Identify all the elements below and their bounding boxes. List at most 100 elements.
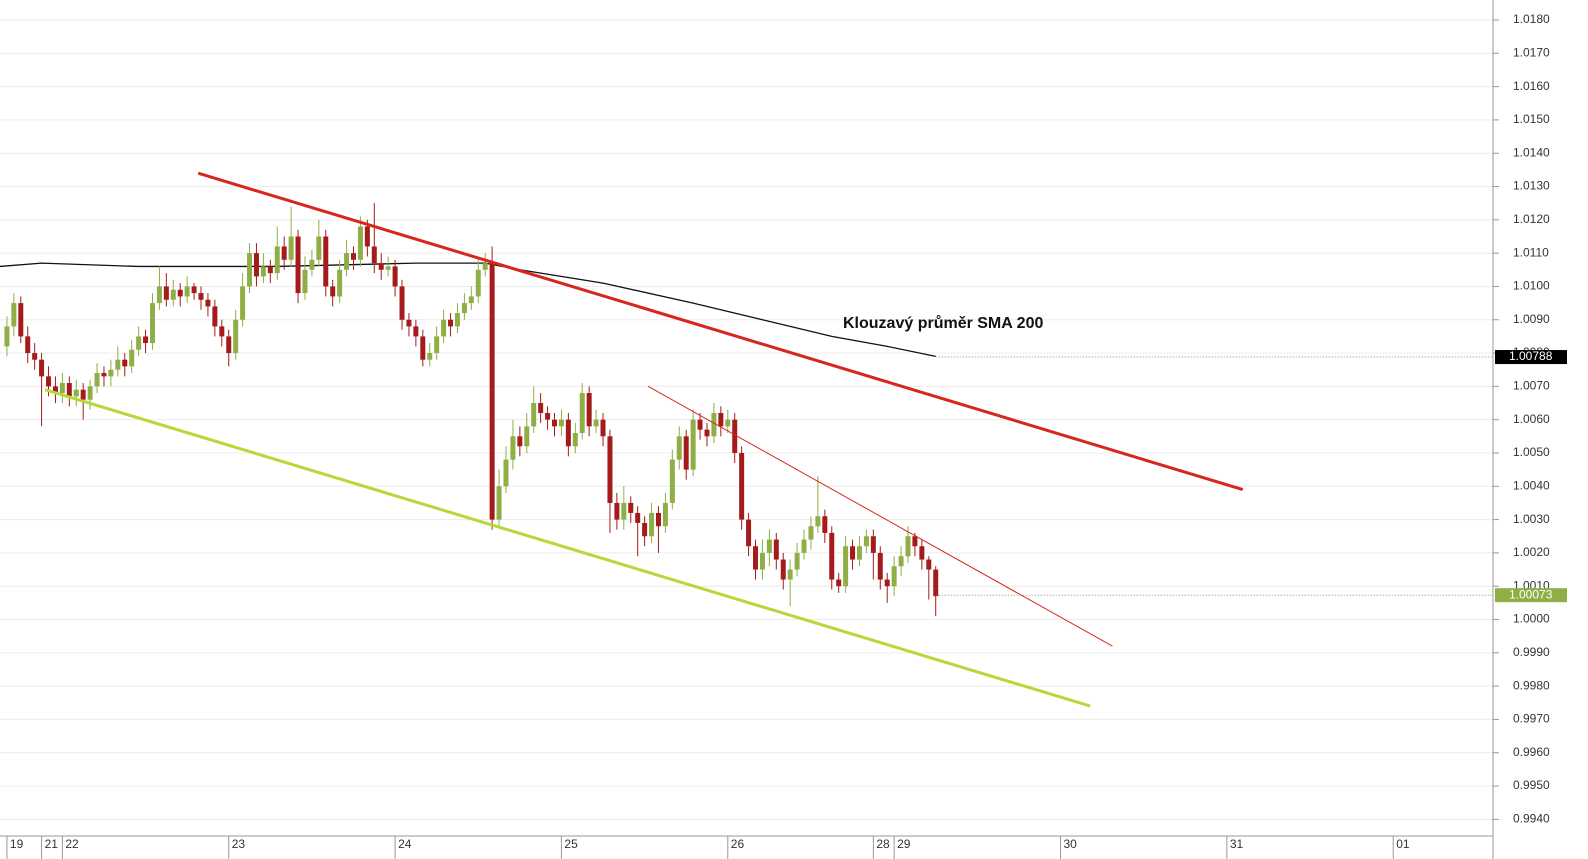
candle-body [482, 263, 488, 270]
candle-body [302, 269, 308, 294]
x-tick-label: 24 [398, 837, 412, 851]
candle-body [496, 486, 502, 520]
candle-body [510, 436, 516, 460]
candle-body [669, 459, 675, 503]
candle-body [572, 432, 578, 447]
candle-body [877, 552, 883, 580]
candle-body [697, 419, 703, 430]
candle-body [205, 299, 211, 307]
x-tick-label: 19 [10, 837, 24, 851]
candle-body [690, 419, 696, 470]
candle-body [122, 359, 128, 367]
candle-body [129, 349, 135, 367]
candle-body [441, 319, 447, 337]
candle-body [607, 436, 613, 503]
x-tick-label: 26 [731, 837, 745, 851]
candle-body [586, 393, 592, 427]
candle-body [870, 536, 876, 553]
candle-body [794, 552, 800, 570]
candle-body [247, 253, 253, 287]
candle-body [66, 383, 72, 397]
candle-body [773, 539, 779, 560]
candle-body [87, 386, 93, 400]
candle-body [676, 436, 682, 460]
candle-body [198, 293, 204, 300]
candle-body [787, 569, 793, 580]
candle-body [891, 566, 897, 587]
trend-line [197, 171, 1244, 492]
candle-body [884, 579, 890, 587]
candle-body [808, 526, 814, 540]
candle-body [524, 426, 530, 447]
candle-body [281, 246, 287, 260]
candle-body [545, 413, 551, 420]
y-tick-label: 0.9980 [1513, 678, 1550, 692]
candle-body [406, 319, 412, 327]
candle-body [274, 246, 280, 274]
candle-body [919, 546, 925, 560]
candle-body [309, 259, 315, 270]
candle-body [683, 436, 689, 470]
candle-body [836, 579, 842, 587]
y-tick-label: 1.0090 [1513, 312, 1550, 326]
candle-body [136, 336, 142, 350]
candle-body [753, 546, 759, 570]
y-tick-label: 1.0150 [1513, 112, 1550, 126]
candle-body [156, 286, 162, 304]
y-tick-label: 1.0060 [1513, 412, 1550, 426]
candle-body [621, 502, 627, 520]
y-tick-label: 1.0000 [1513, 612, 1550, 626]
candle-body [18, 303, 24, 337]
y-tick-label: 1.0050 [1513, 445, 1550, 459]
candle-body [503, 459, 509, 487]
candle-body [801, 539, 807, 553]
y-tick-label: 1.0030 [1513, 512, 1550, 526]
candle-body [718, 413, 724, 427]
candle-body [579, 393, 585, 433]
y-tick-label: 1.0130 [1513, 179, 1550, 193]
candle-body [725, 419, 731, 427]
trend-line [647, 385, 1113, 647]
candle-body [662, 502, 668, 527]
candle-body [780, 559, 786, 580]
candle-body [711, 413, 717, 437]
candle-body [323, 236, 329, 287]
candle-body [649, 512, 655, 537]
candle-body [863, 536, 869, 547]
candle-body [46, 376, 52, 387]
candle-body [101, 373, 107, 377]
candle-body [399, 286, 405, 320]
y-tick-label: 0.9950 [1513, 778, 1550, 792]
candle-body [226, 336, 232, 354]
candle-body [385, 266, 391, 270]
candle-body [94, 373, 100, 387]
x-tick-label: 31 [1230, 837, 1244, 851]
candle-body [11, 303, 17, 327]
y-tick-label: 1.0160 [1513, 79, 1550, 93]
candle-body [746, 519, 752, 547]
candle-body [177, 289, 183, 297]
x-tick-label: 01 [1396, 837, 1410, 851]
annotation: Klouzavý průměr SMA 200 [843, 315, 1043, 332]
y-tick-label: 1.0110 [1513, 245, 1549, 259]
x-tick-label: 29 [897, 837, 911, 851]
candle-body [240, 286, 246, 320]
candle-body [600, 419, 606, 437]
candle-body [32, 353, 38, 360]
x-tick-label: 30 [1063, 837, 1077, 851]
candle-body [614, 502, 620, 520]
candle-body [759, 552, 765, 570]
last-value-box [1495, 588, 1567, 603]
candle-body [468, 296, 474, 304]
trend-line [44, 388, 1091, 708]
candle-body [829, 532, 835, 580]
candle-body [25, 336, 31, 354]
y-tick-label: 1.0070 [1513, 379, 1550, 393]
candle-body [163, 286, 169, 300]
candle-body [108, 369, 114, 377]
candle-body [843, 546, 849, 587]
candle-body [531, 403, 537, 427]
y-tick-label: 0.9940 [1513, 812, 1550, 826]
candle-body [330, 286, 336, 297]
last-value-box [1495, 350, 1567, 365]
